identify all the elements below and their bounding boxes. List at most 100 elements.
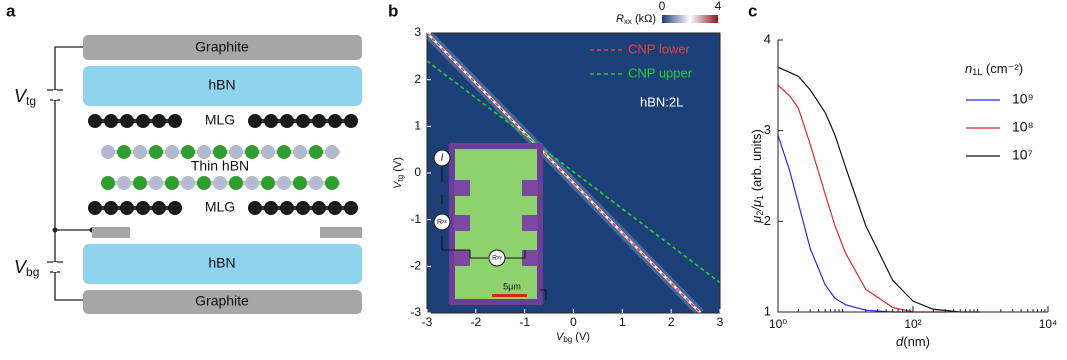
- atom: [104, 201, 118, 215]
- atom: [261, 176, 275, 190]
- atom: [152, 114, 166, 128]
- legend-title-part: 1L: [972, 67, 982, 77]
- atom: [328, 114, 342, 128]
- atom: [264, 114, 278, 128]
- y-axis-label: Vtg (V): [392, 157, 405, 189]
- atom: [133, 176, 147, 190]
- axes-frame: [777, 40, 1048, 313]
- atom: [229, 176, 243, 190]
- graphite-layer: [83, 290, 362, 314]
- x-tick-label: 10⁴: [1039, 317, 1058, 331]
- inset-label-part: R: [437, 219, 442, 226]
- atom: [181, 176, 195, 190]
- y-axis-label-part: (arb. units): [749, 129, 764, 195]
- junction: [52, 227, 58, 233]
- meter: [433, 149, 451, 167]
- atom: [197, 176, 211, 190]
- y-tick-label: -2: [410, 259, 421, 273]
- colorbar-tick-label: 0: [659, 0, 666, 13]
- panel-label: b: [388, 1, 398, 20]
- panel-label: c: [748, 1, 757, 20]
- y-tick-label: 1: [414, 119, 421, 133]
- atom: [101, 176, 115, 190]
- legend-label: 10⁹: [1012, 91, 1034, 107]
- atom: [245, 176, 259, 190]
- y-axis-label-part: (V): [392, 157, 404, 175]
- x-axis-label-part: d: [896, 334, 904, 349]
- x-tick-label: 1: [619, 315, 626, 329]
- atom: [248, 114, 262, 128]
- atom: [296, 201, 310, 215]
- atom: [213, 145, 227, 159]
- inset-label: I: [441, 153, 444, 164]
- panel-a: a Graphite hBN MLG Thin hBN MLG hBN Grap…: [6, 1, 362, 314]
- meter: [433, 213, 451, 231]
- electrode: [320, 227, 362, 238]
- atom: [133, 145, 147, 159]
- y-axis-label-part: 1: [755, 195, 765, 200]
- atom: [309, 145, 323, 159]
- atom: [229, 145, 243, 159]
- legend-title-part: (cm⁻²): [982, 61, 1023, 76]
- atom: [293, 176, 307, 190]
- atom: [136, 201, 150, 215]
- legend-title: n1L (cm⁻²): [965, 61, 1023, 77]
- y-axis-label: μ2/μ1 (arb. units): [749, 129, 765, 224]
- annotation: hBN:2L: [640, 94, 683, 109]
- x-axis-label-part: (V): [572, 331, 590, 343]
- panel-c: c 10⁹ 10⁸ 10⁷ n1L (cm⁻²) 10⁰ 10² 10⁴ 1 2 3 4 d(nm) μ2…: [748, 1, 1057, 349]
- x-axis-label-part: (nm): [903, 334, 930, 349]
- hbn-layer: [83, 66, 362, 106]
- atom: [344, 201, 358, 215]
- atom: [325, 145, 339, 159]
- voltage-label: Vtg: [14, 86, 36, 108]
- atom: [120, 114, 134, 128]
- atom: [149, 176, 163, 190]
- atom: [325, 176, 339, 190]
- y-tick-label: 0: [414, 165, 421, 179]
- legend-title-part: n: [965, 61, 972, 76]
- atom: [280, 201, 294, 215]
- layer-label: Graphite: [195, 293, 249, 309]
- inset-label-part: xy: [497, 255, 503, 261]
- cnp-line: [427, 60, 720, 284]
- atom: [88, 201, 102, 215]
- atom: [88, 114, 102, 128]
- atom: [197, 145, 211, 159]
- y-tick-label: 2: [764, 213, 771, 228]
- atom: [309, 176, 323, 190]
- atom: [213, 176, 227, 190]
- y-axis-label-part: tg: [396, 175, 405, 182]
- wire: [54, 46, 92, 301]
- inset-contact: [454, 250, 470, 266]
- layer-label: Thin hBN: [191, 158, 249, 174]
- x-tick-label: -3: [422, 315, 433, 329]
- heatmap: [427, 33, 720, 313]
- x-axis-label-part: V: [556, 331, 565, 343]
- colorbar-label-part: (kΩ): [632, 13, 656, 25]
- atom: [280, 114, 294, 128]
- y-tick-label: 2: [414, 72, 421, 86]
- colorbar-label-part: xx: [624, 17, 632, 26]
- atom: [296, 114, 310, 128]
- atom: [344, 114, 358, 128]
- atom: [261, 145, 275, 159]
- electrode: [92, 227, 130, 238]
- y-tick-label: 3: [764, 122, 771, 137]
- layer-label: hBN: [208, 255, 235, 271]
- colorbar-label: Rxx (kΩ): [616, 13, 656, 26]
- graphite-layer: [83, 35, 362, 60]
- inset-wire: [441, 164, 547, 300]
- atom: [312, 201, 326, 215]
- inset-label-part: xx: [442, 219, 448, 225]
- atom: [136, 114, 150, 128]
- y-axis-label-part: μ: [749, 216, 764, 224]
- x-axis-label: d(nm): [896, 334, 930, 349]
- atom: [181, 145, 195, 159]
- atom: [168, 201, 182, 215]
- curve: [777, 66, 981, 313]
- inset-label-part: R: [492, 255, 497, 262]
- legend-label: 10⁸: [1012, 119, 1034, 135]
